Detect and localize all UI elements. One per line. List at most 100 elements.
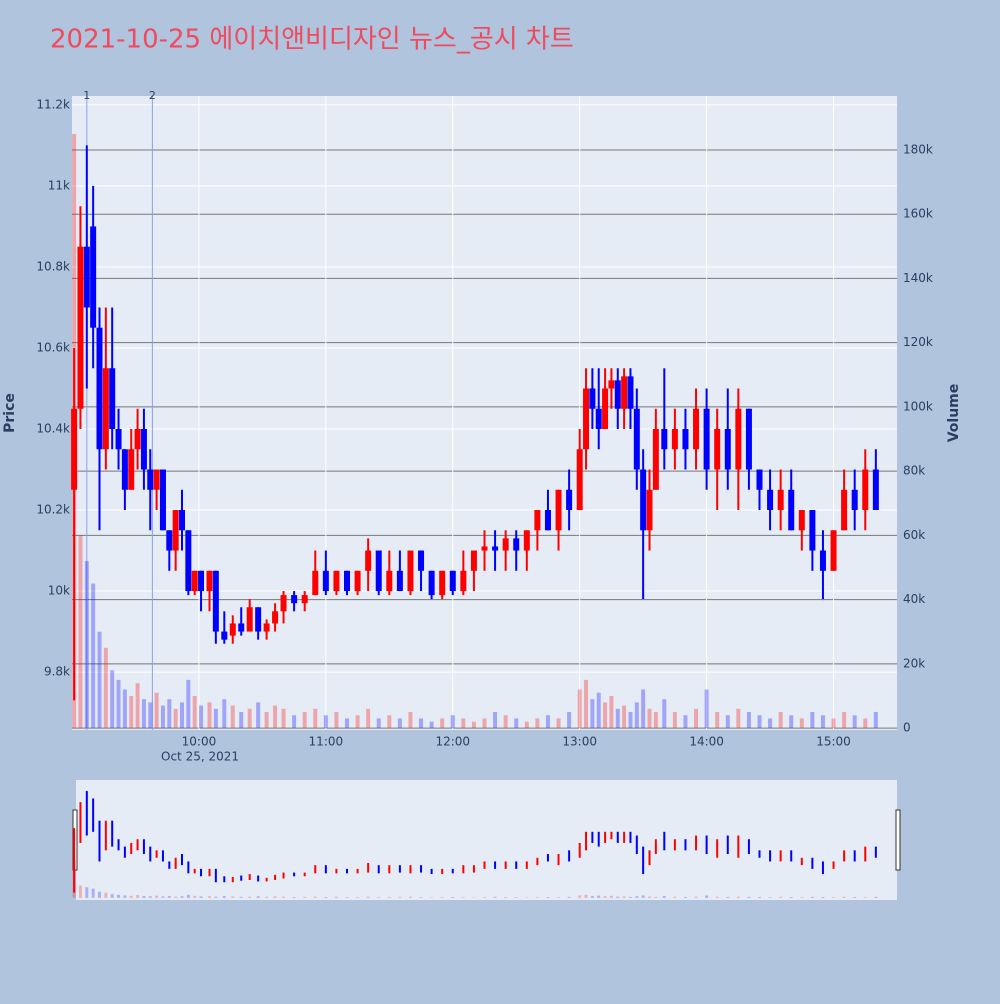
volume-bar <box>584 680 588 728</box>
volume-bar <box>104 648 108 728</box>
candle-body <box>71 409 77 490</box>
candle-body <box>213 571 219 632</box>
mini-volume <box>769 897 772 898</box>
volume-bar <box>641 690 645 729</box>
volume-bar <box>324 715 328 728</box>
volume-bar <box>334 712 338 728</box>
candle-body <box>831 530 837 571</box>
mini-volume <box>623 896 626 897</box>
volume-bar <box>863 718 867 728</box>
mini-volume <box>790 897 793 898</box>
mini-volume <box>648 897 651 898</box>
candle-body <box>524 530 530 550</box>
volume-bar <box>161 706 165 728</box>
y-tick-label: 9.8k <box>44 665 70 679</box>
candle-body <box>281 595 287 611</box>
candle-body <box>264 623 270 631</box>
volume-bar <box>654 712 658 728</box>
mini-volume <box>79 886 82 898</box>
mini-volume <box>557 897 560 898</box>
mini-volume <box>843 897 846 898</box>
mini-volume <box>462 897 465 898</box>
volume-bar <box>78 535 82 728</box>
range-handle[interactable] <box>896 810 900 870</box>
x-tick-label: 10:00 <box>182 735 217 749</box>
candle-body <box>746 409 752 470</box>
candle-body <box>192 571 198 591</box>
mini-volume <box>546 897 549 898</box>
mini-volume <box>367 897 370 898</box>
mini-volume <box>193 896 196 898</box>
volume-bar <box>622 706 626 728</box>
mini-volume <box>142 896 145 898</box>
plot-area <box>72 96 897 730</box>
mini-volume <box>155 896 158 898</box>
volume-bar <box>193 696 197 728</box>
mini-volume <box>136 895 139 898</box>
range-slider[interactable] <box>76 780 897 900</box>
volume-bar <box>662 699 666 728</box>
mini-volume <box>123 895 126 897</box>
candle-body <box>767 490 773 510</box>
candle-body <box>545 510 551 530</box>
volume-bar <box>98 632 102 728</box>
mini-volume <box>282 897 285 898</box>
volume-bar <box>525 722 529 728</box>
candle-body <box>154 470 160 490</box>
candle-body <box>173 510 179 551</box>
mini-volume <box>591 896 594 898</box>
candle-body <box>820 551 826 571</box>
candle-body <box>634 409 640 470</box>
mini-volume <box>874 897 877 898</box>
volume-bar <box>853 715 857 728</box>
volume-bar <box>292 715 296 728</box>
candle-body <box>312 571 318 595</box>
candle-body <box>556 490 562 531</box>
mini-volume <box>265 897 268 898</box>
mini-volume <box>73 860 76 898</box>
volume-bar <box>726 715 730 728</box>
mini-volume <box>346 897 349 898</box>
y2-tick-label: 100k <box>903 399 933 413</box>
candle-body <box>757 470 763 490</box>
mini-volume <box>223 896 226 898</box>
candle-body <box>852 490 858 510</box>
candle-body <box>291 595 297 603</box>
mini-volume <box>187 895 190 898</box>
volume-bar <box>155 693 159 728</box>
volume-bar <box>789 715 793 728</box>
mini-volume <box>832 897 835 898</box>
mini-volume <box>409 897 412 898</box>
volume-bar <box>800 718 804 728</box>
candle-body <box>647 490 653 531</box>
volume-bar <box>597 693 601 728</box>
volume-bar <box>186 680 190 728</box>
mini-volume <box>642 895 645 897</box>
candle-body <box>376 551 382 592</box>
candle-body <box>577 449 583 510</box>
mini-volume <box>779 897 782 898</box>
annotation-label: 2 <box>149 89 156 102</box>
candle-body <box>97 328 103 450</box>
candle-body <box>809 510 815 551</box>
volume-bar <box>129 696 133 728</box>
candle-body <box>725 429 731 470</box>
volume-bar <box>123 690 127 729</box>
mini-volume <box>257 896 260 898</box>
mini-volume <box>174 897 177 898</box>
candle-body <box>672 429 678 449</box>
candle-body <box>682 429 688 449</box>
volume-bar <box>231 706 235 728</box>
candle-body <box>534 510 540 530</box>
volume-bar <box>768 718 772 728</box>
volume-bar <box>222 699 226 728</box>
candle-body <box>704 409 710 470</box>
mini-volume <box>864 897 867 898</box>
volume-bar <box>874 712 878 728</box>
candle-body <box>566 490 572 510</box>
mini-volume <box>98 892 101 898</box>
mini-volume <box>398 897 401 898</box>
mini-volume <box>800 897 803 898</box>
y-tick-label: 11k <box>48 178 70 192</box>
mini-volume <box>616 897 619 898</box>
